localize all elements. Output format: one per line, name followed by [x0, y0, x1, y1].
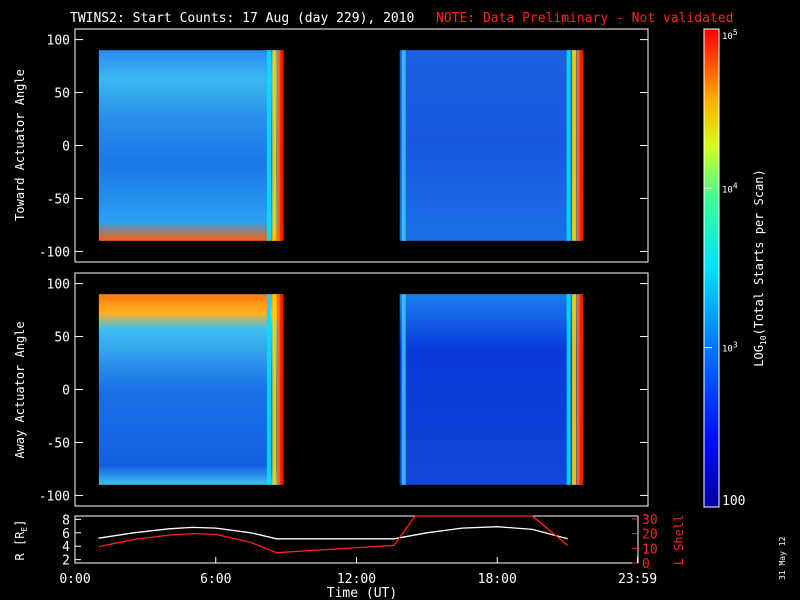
toward-stripe — [266, 50, 271, 241]
l-ytick-label: 20 — [642, 528, 658, 543]
away-ytick-label: -50 — [47, 436, 70, 451]
colorbar-tick-label: 104 — [722, 181, 738, 195]
r-line — [98, 526, 568, 540]
away-stripe — [572, 294, 577, 485]
colorbar-gradient — [703, 28, 720, 508]
colorbar-tick-label: 100 — [722, 494, 745, 509]
toward-stripe — [572, 50, 577, 241]
away-data-block — [98, 294, 282, 485]
away-ytick-label: 0 — [62, 384, 70, 399]
away-ytick-label: 50 — [54, 331, 70, 346]
toward-ylabel: Toward Actuator Angle — [13, 69, 27, 221]
away-stripe — [576, 294, 581, 485]
away-stripe — [401, 294, 406, 485]
toward-ytick-label: 100 — [47, 34, 70, 49]
away-panel: 100 50 0 -50 -100 Away Actuator Angle — [13, 272, 649, 507]
xtick-label: 12:00 — [337, 572, 376, 587]
l-ytick-label: 10 — [642, 542, 658, 557]
l-ytick-label: 0 — [642, 557, 650, 572]
l-ytick-label: 30 — [642, 513, 658, 528]
r-ytick-label: 4 — [62, 540, 70, 555]
x-axis-label: Time (UT) — [327, 586, 397, 600]
away-ylabel: Away Actuator Angle — [13, 321, 27, 458]
toward-stripe — [272, 50, 277, 241]
away-stripe — [266, 294, 271, 485]
colorbar-tick-label: 103 — [722, 341, 738, 355]
toward-panel: 100 50 0 -50 -100 Toward Actuator Angle — [13, 28, 649, 263]
toward-stripe — [276, 50, 281, 241]
colorbar-tick-label: 105 — [722, 28, 738, 42]
toward-stripe — [566, 50, 571, 241]
toward-stripe — [401, 50, 406, 241]
toward-data-block — [399, 50, 582, 241]
away-data-block — [399, 294, 582, 485]
toward-stripe — [576, 50, 581, 241]
away-stripe — [566, 294, 571, 485]
ephemeris-axes-frame — [74, 515, 639, 564]
xtick-label: 23:59 — [618, 572, 657, 587]
away-stripe — [272, 294, 277, 485]
xtick-label: 6:00 — [200, 572, 231, 587]
away-stripe — [279, 294, 284, 485]
r-axis-label: R [RE] — [13, 520, 29, 561]
r-ytick-label: 6 — [62, 527, 70, 542]
colorbar-label: LOG10(Total Starts per Scan) — [752, 169, 768, 367]
away-stripe — [276, 294, 281, 485]
toward-ytick-label: 50 — [54, 87, 70, 102]
away-ytick-label: -100 — [39, 489, 70, 504]
toward-ytick-label: 0 — [62, 140, 70, 155]
away-stripe — [579, 294, 584, 485]
toward-data-block — [98, 50, 282, 241]
toward-ytick-label: -100 — [39, 245, 70, 260]
date-stamp: 31 May 12 — [778, 536, 787, 580]
toward-stripe — [579, 50, 584, 241]
colorbar: 100 103 104 105 LOG10(Total Starts per Scan… — [703, 28, 768, 509]
xtick-label: 18:00 — [478, 572, 517, 587]
away-ytick-label: 100 — [47, 278, 70, 293]
toward-stripe — [279, 50, 284, 241]
r-ytick-label: 8 — [62, 513, 70, 528]
r-ytick-label: 2 — [62, 554, 70, 569]
xtick-label: 0:00 — [59, 572, 90, 587]
l-shell-line — [98, 515, 569, 554]
preliminary-note: NOTE: Data Preliminary - Not validated — [436, 11, 733, 26]
l-shell-axis-label: L Shell — [672, 515, 686, 566]
toward-ytick-label: -50 — [47, 192, 70, 207]
chart-title: TWINS2: Start Counts: 17 Aug (day 229), … — [70, 11, 414, 26]
